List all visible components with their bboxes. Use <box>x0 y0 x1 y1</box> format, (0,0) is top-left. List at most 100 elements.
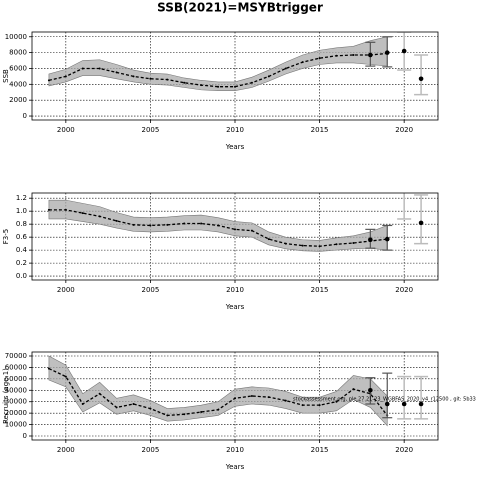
point <box>384 236 390 242</box>
point <box>401 48 407 54</box>
x-tick-label: 2020 <box>395 446 413 454</box>
estimate-point <box>352 388 355 391</box>
x-tick-label: 2000 <box>57 126 75 134</box>
estimate-point <box>149 224 152 227</box>
estimate-point <box>234 228 236 231</box>
y-axis-label: Recruits (age 1) <box>2 368 10 424</box>
estimate-point <box>132 403 135 405</box>
estimate-line <box>48 52 388 88</box>
estimate-point <box>149 77 152 80</box>
estimate-point <box>217 408 220 411</box>
estimate-point <box>200 411 203 413</box>
axes-frame <box>31 192 439 281</box>
axes-frame <box>31 31 439 121</box>
estimate-point <box>47 208 50 211</box>
x-tick-label: 2005 <box>142 286 160 294</box>
x-tick-label: 2015 <box>311 286 329 294</box>
y-tick-label: 0.0 <box>16 272 27 280</box>
estimate-point <box>267 238 270 241</box>
estimate-point <box>284 242 287 245</box>
y-axis-label: F3-5 <box>2 229 10 244</box>
x-tick-label: 2010 <box>226 446 244 454</box>
estimate-point <box>352 53 355 56</box>
estimate-point <box>115 219 118 222</box>
plot-area <box>32 32 438 120</box>
y-tick-label: 70000 <box>5 352 27 360</box>
axes-frame <box>31 351 439 441</box>
estimate-point <box>250 229 253 232</box>
estimate-point <box>64 75 67 78</box>
point <box>368 387 373 393</box>
estimate-point <box>234 397 236 400</box>
y-tick-label: 30000 <box>5 398 27 406</box>
y-tick-label: 50000 <box>5 375 27 383</box>
y-tick-label: 10000 <box>5 33 27 41</box>
estimate-point <box>301 61 304 64</box>
x-axis-label: Years <box>225 303 245 311</box>
estimate-point <box>183 81 186 84</box>
y-tick-label: 0 <box>23 432 27 440</box>
estimate-point <box>81 67 84 70</box>
x-tick-label: 2010 <box>226 286 244 294</box>
estimate-point <box>149 407 152 410</box>
y-tick-label: 0.6 <box>16 233 28 241</box>
y-tick-label: 60000 <box>5 363 27 371</box>
estimate-point <box>301 404 304 407</box>
y-tick-label: 0.2 <box>16 259 27 267</box>
x-axis-label: Years <box>225 143 245 151</box>
estimate-point <box>335 243 338 246</box>
point <box>401 401 407 407</box>
y-tick-label: 2000 <box>9 96 27 104</box>
x-tick-label: 2005 <box>142 126 160 134</box>
estimate-point <box>200 84 203 87</box>
x-tick-label: 2000 <box>57 446 75 454</box>
point <box>418 76 424 82</box>
point <box>368 52 373 58</box>
x-axis-label: Years <box>225 463 245 471</box>
point <box>384 50 390 55</box>
estimate-point <box>115 406 118 409</box>
y-tick-label: 1.2 <box>16 194 27 202</box>
y-tick-label: 20000 <box>5 409 27 417</box>
x-tick-label: 2015 <box>311 126 329 134</box>
estimate-point <box>267 75 270 78</box>
estimate-point <box>64 375 67 378</box>
estimate-point <box>98 67 101 70</box>
estimate-point <box>250 81 253 84</box>
estimate-point <box>250 395 253 397</box>
estimate-point <box>318 404 321 407</box>
estimate-point <box>166 78 169 81</box>
plot-area <box>32 352 438 440</box>
estimate-point <box>352 241 355 244</box>
estimate-point <box>64 208 67 211</box>
estimate-point <box>335 400 338 403</box>
point <box>418 401 424 407</box>
y-tick-label: 0.8 <box>16 220 27 228</box>
estimate-point <box>81 403 84 405</box>
y-tick-label: 0.4 <box>16 246 28 254</box>
estimate-point <box>284 67 287 70</box>
estimate-point <box>217 85 220 88</box>
estimate-point <box>284 399 287 402</box>
estimate-point <box>301 244 304 247</box>
point <box>418 220 424 226</box>
estimate-point <box>98 392 101 395</box>
estimate-point <box>132 223 135 226</box>
y-tick-label: 10000 <box>5 421 27 429</box>
estimate-point <box>234 85 236 88</box>
figure-title: SSB(2021)=MSYBtrigger <box>157 1 323 15</box>
estimate-point <box>115 71 118 74</box>
estimate-point <box>166 414 169 417</box>
estimate-point <box>318 245 321 248</box>
estimate-point <box>81 212 84 215</box>
estimate-point <box>183 222 186 225</box>
estimate-point <box>47 367 50 370</box>
estimate-point <box>217 224 220 227</box>
x-tick-label: 2010 <box>226 126 244 134</box>
estimate-point <box>183 413 186 416</box>
estimate-point <box>98 215 101 218</box>
estimate-point <box>200 222 203 225</box>
x-tick-label: 2020 <box>395 126 413 134</box>
point <box>384 401 390 407</box>
